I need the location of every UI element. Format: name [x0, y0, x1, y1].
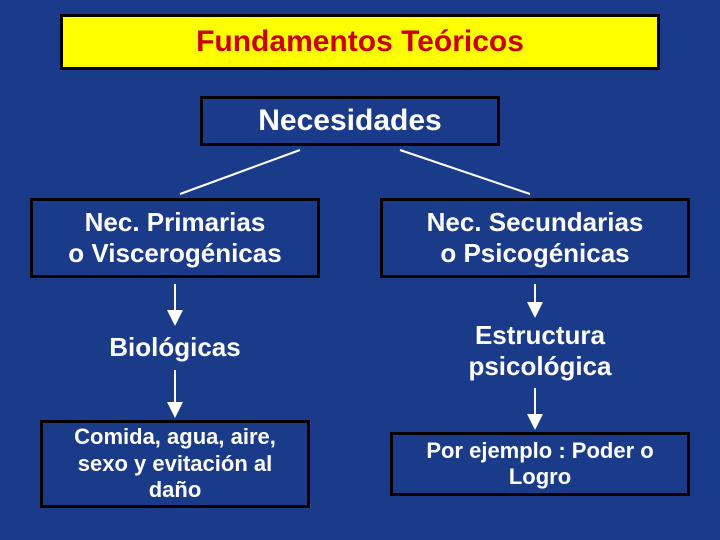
right-box-line1: Nec. Secundarias: [427, 207, 644, 238]
right-leaf: Por ejemplo : Poder o Logro: [390, 432, 690, 496]
left-mid-label: Biológicas: [30, 332, 320, 363]
left-box-line1: Nec. Primarias: [85, 207, 266, 238]
left-leaf-line2: sexo y evitación al: [78, 451, 272, 477]
right-mid-line1: Estructura: [400, 320, 680, 351]
left-box: Nec. Primarias o Viscerogénicas: [30, 198, 320, 278]
left-box-line2: o Viscerogénicas: [68, 238, 281, 269]
left-leaf-line3: daño: [149, 477, 202, 503]
left-leaf-line1: Comida, agua, aire,: [74, 424, 276, 450]
title-box: Fundamentos Teóricos: [60, 14, 660, 70]
right-leaf-line1: Por ejemplo : Poder o: [426, 438, 653, 464]
root-node: Necesidades: [200, 96, 500, 146]
left-mid-text: Biológicas: [109, 332, 240, 362]
left-leaf: Comida, agua, aire, sexo y evitación al …: [40, 420, 310, 508]
title-text: Fundamentos Teóricos: [196, 25, 524, 59]
right-box: Nec. Secundarias o Psicogénicas: [380, 198, 690, 278]
right-leaf-line2: Logro: [509, 464, 571, 490]
right-box-line2: o Psicogénicas: [440, 238, 629, 269]
right-mid-line2: psicológica: [400, 351, 680, 382]
right-mid-label: Estructura psicológica: [400, 320, 680, 382]
root-text: Necesidades: [258, 103, 441, 139]
